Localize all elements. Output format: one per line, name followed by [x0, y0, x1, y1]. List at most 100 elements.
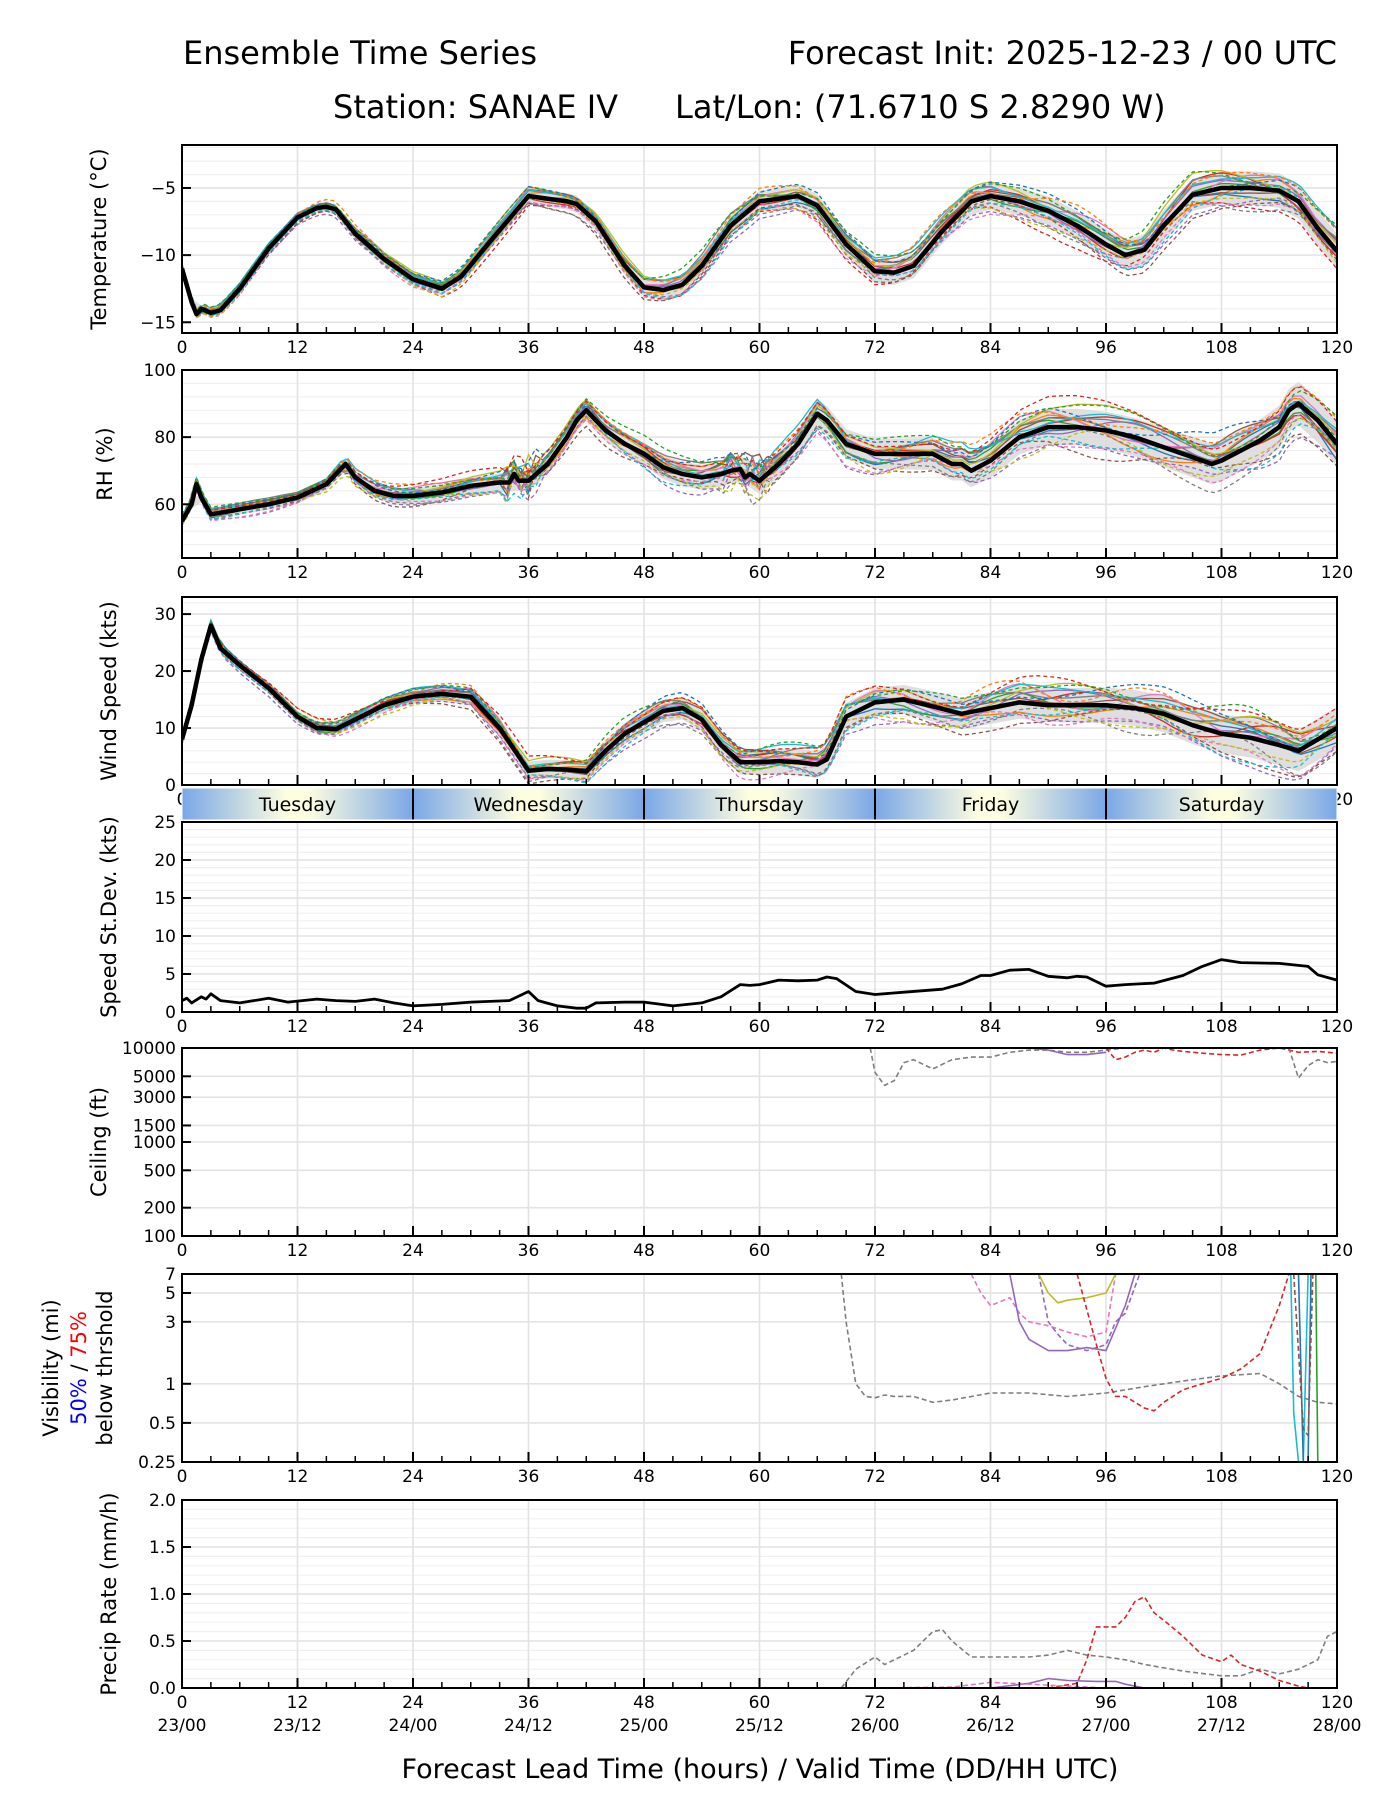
y-tick-label: 60 — [154, 495, 176, 515]
x-tick-label: 60 — [749, 1241, 771, 1261]
valid-time-label: 27/00 — [1082, 1716, 1131, 1736]
valid-time-label: 28/00 — [1313, 1716, 1362, 1736]
y-tick-label: 25 — [154, 813, 176, 833]
ensemble-member-line — [182, 621, 1337, 768]
y-axis-label: Speed St.Dev. (kts) — [97, 816, 121, 1018]
y-tick-label: 500 — [144, 1161, 176, 1181]
x-tick-label: 84 — [980, 1467, 1002, 1487]
x-tick-label: 60 — [749, 1693, 771, 1713]
x-tick-label: 120 — [1321, 1693, 1353, 1713]
y-tick-label: 80 — [154, 428, 176, 448]
x-tick-label: 60 — [749, 563, 771, 583]
ensemble-member-line — [182, 174, 1337, 313]
series-line-member-brown-dashed — [1292, 1274, 1314, 1437]
x-tick-label: 72 — [864, 1467, 886, 1487]
series-line-member-red-dashed — [1076, 1274, 1299, 1412]
x-tick-label: 24 — [402, 338, 424, 358]
x-tick-label: 24 — [402, 563, 424, 583]
ensemble-member-line — [182, 398, 1337, 517]
panel-visibility: 0 12 24 36 48 60 72 84 96 108 120 0.25 0.5 1 3 57 Visibi… — [39, 1265, 1353, 1487]
ensemble-member-line — [182, 413, 1337, 527]
y-tick-label: −5 — [151, 179, 176, 199]
panel-wind_speed: 012243648607284961081200102030Wind Speed… — [97, 596, 1353, 810]
x-tick-label: 108 — [1205, 338, 1237, 358]
x-axis-label: Forecast Lead Time (hours) / Valid Time … — [402, 1754, 1119, 1785]
ensemble-member-line — [182, 395, 1337, 519]
ensemble-member-line — [182, 200, 1337, 317]
x-tick-label: 60 — [749, 338, 771, 358]
y-axis-label: RH (%) — [93, 427, 117, 500]
x-tick-label: 12 — [287, 1241, 309, 1261]
y-tick-label: 1 — [165, 1375, 176, 1395]
valid-time-label: 25/12 — [735, 1716, 784, 1736]
ensemble-mean-line — [182, 401, 1337, 523]
x-tick-label: 72 — [864, 1017, 886, 1037]
x-tick-label: 108 — [1205, 1017, 1237, 1037]
x-tick-label: 36 — [518, 1693, 540, 1713]
station-name: Station: SANAE IV — [333, 88, 618, 126]
y-axis-label: Precip Rate (mm/h) — [97, 1492, 121, 1695]
panel-temperature: 0 12 24 36 48 60 72 84 96 108 120 −5 −10 −15 Temperatu… — [87, 144, 1353, 358]
series-line-member-blue — [1297, 1274, 1312, 1462]
x-tick-label: 48 — [633, 338, 655, 358]
ensemble-member-line — [182, 197, 1337, 316]
y-tick-label: −10 — [140, 246, 176, 266]
y-tick-label: 3 — [165, 1313, 176, 1333]
panel-relative_humidity: 0 12 24 36 48 60 72 84 96 108 120 60 80 100 RH (%) — [93, 361, 1353, 583]
valid-time-label: 23/00 — [158, 1716, 207, 1736]
threshold-label: 50% / 75% — [67, 1311, 91, 1425]
x-tick-label: 96 — [1095, 1017, 1117, 1037]
y-tick-label: −15 — [140, 313, 176, 333]
valid-time-label: 26/12 — [966, 1716, 1015, 1736]
x-tick-label: 24 — [402, 1467, 424, 1487]
x-tick-label: 48 — [633, 1241, 655, 1261]
valid-time-label: 25/00 — [620, 1716, 669, 1736]
x-tick-label: 24 — [402, 1017, 424, 1037]
x-tick-label: 120 — [1321, 1241, 1353, 1261]
x-tick-label: 48 — [633, 563, 655, 583]
series-line-member-purple — [1009, 1274, 1136, 1352]
ensemble-member-line — [182, 630, 1337, 781]
y-tick-label: 20 — [154, 662, 176, 682]
threshold-sublabel: below thrshold — [93, 1290, 117, 1445]
x-tick-label: 96 — [1095, 338, 1117, 358]
x-tick-label: 84 — [980, 1017, 1002, 1037]
ensemble-member-line — [182, 620, 1337, 765]
ensemble-member-line — [182, 385, 1337, 517]
x-tick-label: 72 — [864, 338, 886, 358]
x-tick-label: 0 — [177, 1693, 188, 1713]
ensemble-member-line — [182, 627, 1337, 785]
valid-time-label: 24/00 — [389, 1716, 438, 1736]
y-tick-label: 0.25 — [138, 1453, 176, 1473]
day-bar-frame — [181, 787, 1338, 821]
y-tick-label: 1500 — [133, 1116, 176, 1136]
y-tick-label: 100 — [144, 1227, 176, 1247]
y-tick-label: 5 — [165, 965, 176, 985]
ensemble-member-line — [182, 401, 1337, 519]
day-label: Saturday — [1179, 794, 1265, 816]
x-tick-label: 36 — [518, 1467, 540, 1487]
x-tick-label: 120 — [1321, 1467, 1353, 1487]
series-line-member-purple-dashed — [1037, 1274, 1141, 1352]
series-line-member-purple — [990, 1677, 1145, 1688]
x-tick-label: 36 — [518, 563, 540, 583]
y-tick-label: 2.0 — [149, 1491, 176, 1511]
x-tick-label: 84 — [980, 338, 1002, 358]
ensemble-member-line — [182, 409, 1337, 525]
y-tick-label: 0 — [165, 776, 176, 796]
valid-time-label: 23/12 — [273, 1716, 322, 1736]
series-line-member-gray-dashed-2 — [1288, 1048, 1337, 1079]
x-tick-label: 48 — [633, 1467, 655, 1487]
x-tick-label: 72 — [864, 563, 886, 583]
y-axis-label: Temperature (°C) — [87, 148, 111, 330]
x-tick-label: 36 — [518, 1017, 540, 1037]
ensemble-member-line — [182, 627, 1337, 781]
y-tick-label: 10 — [154, 927, 176, 947]
series-line-st-dev- — [182, 958, 1337, 1010]
x-tick-label: 36 — [518, 1241, 540, 1261]
x-tick-label: 96 — [1095, 1467, 1117, 1487]
y-tick-label: 5000 — [133, 1067, 176, 1087]
x-tick-label: 12 — [287, 338, 309, 358]
y-tick-label: 10 — [154, 719, 176, 739]
